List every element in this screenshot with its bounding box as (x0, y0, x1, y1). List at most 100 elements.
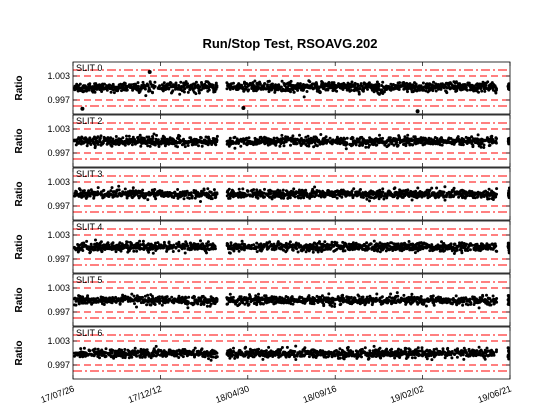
data-point (468, 248, 472, 252)
data-point (252, 84, 256, 88)
data-point (274, 143, 278, 147)
data-point (507, 186, 510, 190)
data-point (183, 244, 187, 248)
data-point (96, 296, 100, 300)
data-point (430, 243, 434, 247)
data-point (74, 303, 78, 307)
data-point (381, 80, 385, 84)
data-point (297, 196, 300, 200)
data-point (157, 145, 161, 148)
data-point (430, 186, 434, 190)
data-point (186, 90, 190, 94)
data-point (240, 83, 244, 87)
data-point (495, 187, 499, 191)
data-point (82, 189, 86, 193)
data-point (146, 84, 150, 88)
data-point (252, 188, 256, 192)
data-point (353, 81, 357, 85)
data-point (149, 303, 153, 307)
data-point (340, 195, 344, 199)
data-point (86, 294, 90, 298)
data-point (193, 196, 197, 200)
data-point (243, 243, 247, 246)
data-point (213, 245, 217, 249)
data-point (435, 186, 439, 190)
data-point (190, 196, 194, 200)
data-point (207, 88, 211, 92)
data-point (202, 188, 206, 192)
data-point (131, 186, 135, 190)
data-point (307, 144, 311, 148)
data-point (182, 137, 185, 141)
data-point (87, 189, 91, 193)
y-tick-label: 1.003 (47, 177, 70, 187)
data-point (361, 89, 365, 93)
data-point (434, 89, 438, 93)
data-point (109, 136, 113, 140)
data-point (314, 193, 318, 197)
data-point (228, 251, 232, 255)
data-point (153, 80, 157, 84)
data-point (487, 197, 491, 201)
data-point (414, 83, 418, 87)
data-point (258, 82, 262, 86)
data-point (289, 79, 293, 83)
data-point (306, 134, 310, 138)
data-point (397, 88, 401, 91)
data-point (199, 200, 202, 203)
data-point (372, 239, 376, 243)
data-point (273, 90, 277, 94)
data-point (121, 136, 125, 140)
data-point (131, 87, 135, 91)
data-point (464, 85, 468, 89)
data-point (141, 80, 145, 84)
data-point (247, 136, 251, 140)
data-point (377, 85, 381, 88)
data-point (262, 191, 266, 195)
data-point (89, 250, 92, 254)
panel-label: SLIT 2 (76, 116, 102, 126)
data-point (96, 142, 100, 146)
data-point (382, 246, 386, 250)
y-tick-label: 1.003 (47, 71, 70, 81)
data-point (291, 134, 295, 138)
data-point (205, 304, 209, 308)
data-point (73, 296, 77, 300)
data-point (366, 140, 370, 144)
outlier-point (147, 70, 152, 74)
data-point (407, 240, 411, 243)
data-point (491, 138, 495, 142)
data-point (467, 81, 471, 85)
data-point (507, 248, 510, 252)
data-point (375, 80, 379, 84)
data-point (177, 249, 181, 253)
chart-title: Run/Stop Test, RSOAVG.202 (202, 36, 377, 51)
data-point (228, 196, 232, 200)
data-point (99, 240, 103, 244)
data-point (434, 82, 438, 86)
data-point (284, 241, 288, 245)
data-point (344, 147, 348, 151)
data-point (327, 81, 331, 84)
data-point (147, 191, 151, 194)
data-point (171, 89, 175, 93)
data-point (133, 138, 137, 141)
data-point (183, 87, 187, 90)
data-point (296, 82, 300, 86)
data-point (267, 90, 271, 94)
data-point (403, 135, 407, 139)
y-tick-label: 1.003 (47, 230, 70, 240)
data-point (167, 241, 171, 245)
data-point (384, 249, 388, 253)
data-point (288, 87, 292, 91)
data-point (202, 302, 206, 306)
data-point (127, 134, 131, 138)
data-point (328, 136, 332, 140)
data-point (189, 191, 193, 195)
data-point (310, 141, 314, 145)
data-point (458, 241, 461, 245)
data-point (324, 135, 328, 139)
data-points (73, 291, 510, 310)
data-point (349, 88, 353, 92)
y-axis-label: Ratio (14, 235, 25, 260)
